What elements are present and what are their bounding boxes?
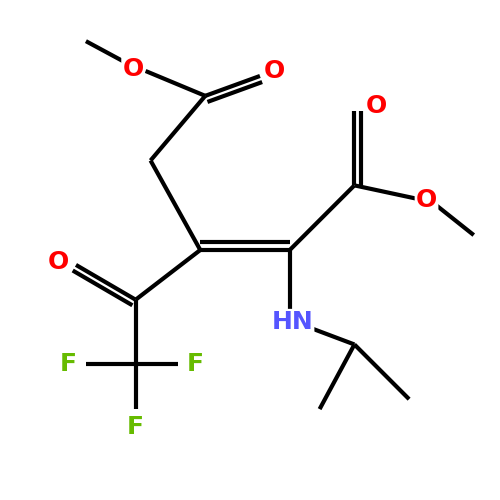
Text: O: O bbox=[122, 56, 144, 80]
Text: HN: HN bbox=[272, 310, 313, 334]
Text: O: O bbox=[366, 94, 388, 118]
Text: O: O bbox=[416, 188, 437, 212]
Text: O: O bbox=[48, 250, 69, 274]
Text: F: F bbox=[127, 414, 144, 438]
Text: F: F bbox=[60, 352, 77, 376]
Text: O: O bbox=[264, 59, 285, 83]
Text: F: F bbox=[187, 352, 204, 376]
